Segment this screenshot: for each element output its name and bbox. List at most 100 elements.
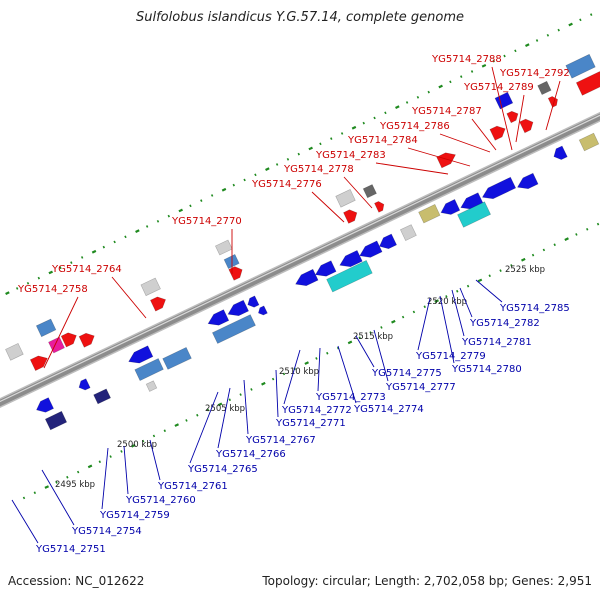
forward-gene [565,53,596,79]
scale-tick-lower [152,434,156,438]
accession-text: Accession: NC_012622 [8,574,145,588]
reverse-label-leader [459,287,473,318]
reverse-label-leader [217,387,231,449]
scale-tick-upper [48,270,54,275]
scale-tick-lower [542,248,546,252]
forward-gene-label: YG5714_2788 [431,54,502,65]
reverse-gene [258,305,268,316]
reverse-gene [379,233,398,250]
scale-tick-upper [427,90,430,94]
scale-tick-upper [80,256,84,259]
reverse-label-leader [373,329,389,382]
scale-tick-upper [579,18,582,22]
forward-gene [506,110,519,124]
scale-tick-lower [531,253,535,257]
scale-tick-upper [568,22,573,27]
reverse-gene-label: YG5714_2761 [157,481,228,492]
forward-gene [29,355,48,372]
forward-gene [494,91,514,110]
scale-tick-lower [347,340,353,345]
reverse-gene [578,132,600,152]
scale-tick-lower [510,264,513,267]
scale-tick-upper [590,13,593,16]
forward-gene [436,152,456,169]
forward-gene [60,332,77,348]
scale-tick-upper [70,261,73,264]
forward-gene [489,125,506,141]
forward-gene-label: YG5714_2764 [51,264,122,275]
scale-tick-lower [380,326,383,329]
scale-tick-lower [488,274,491,278]
scale-tick-lower [239,393,242,396]
forward-label-leader [311,191,345,223]
reverse-gene-label: YG5714_2751 [35,544,106,555]
scale-tick-upper [438,84,443,89]
scale-tick-lower [228,398,231,402]
reverse-label-leader [475,279,503,303]
genome-summary-text: Topology: circular; Length: 2,702,058 bp… [262,574,592,588]
scale-tick-lower [250,388,253,391]
scale-tick-upper [384,111,387,115]
reverse-gene-label: YG5714_2773 [315,392,386,403]
scale-tick-upper [265,167,270,171]
scale-tick-upper [124,235,127,239]
scale-tick-lower [499,269,502,272]
scale-tick-lower [76,470,80,474]
scale-tick-upper [460,75,463,78]
reverse-gene [44,410,68,431]
reverse-gene [134,358,164,382]
reverse-gene-label: YG5714_2772 [281,405,352,416]
scale-label: 2515 kbp [353,332,393,342]
scale-tick-upper [15,287,19,290]
reverse-gene [145,380,158,392]
scale-tick-lower [98,460,102,464]
reverse-gene [481,176,517,200]
reverse-label-leader [41,469,75,526]
forward-gene [149,296,166,312]
scale-tick-upper [546,33,550,37]
scale-tick-lower [596,222,600,226]
scale-tick-lower [412,310,416,314]
forward-gene-label: YG5714_2778 [283,164,354,175]
reverse-gene-label: YG5714_2779 [415,351,486,362]
forward-gene-label: YG5714_2784 [347,135,418,146]
scale-tick-lower [261,381,266,386]
scale-tick-upper [492,59,495,63]
scale-tick-upper [254,173,257,177]
reverse-gene [315,260,337,277]
reverse-gene-label: YG5714_2765 [187,464,258,475]
scale-tick-lower [391,319,396,324]
reverse-gene-label: YG5714_2774 [353,404,424,415]
scale-tick-upper [232,183,235,187]
scale-tick-upper [102,245,106,249]
scale-tick-lower [109,455,112,458]
scale-tick-lower [564,237,569,241]
scale-tick-lower [141,439,145,443]
scale-tick-upper [26,281,30,285]
scale-tick-upper [395,105,400,109]
forward-gene-label: YG5714_2787 [411,106,482,117]
reverse-gene [517,172,539,190]
reverse-label-leader [123,445,129,495]
scale-tick-lower [358,336,361,340]
reverse-gene [457,201,491,228]
scale-tick-lower [456,289,459,293]
reverse-label-leader [189,391,219,464]
forward-gene [575,71,600,96]
scale-label: 2510 kbp [279,367,319,377]
scale-label: 2505 kbp [205,404,245,414]
forward-label-leader [515,94,525,143]
scale-tick-lower [66,475,69,479]
reverse-gene [247,295,260,308]
scale-tick-lower [206,408,210,412]
reverse-gene [162,347,192,370]
reverse-gene-label: YG5714_2782 [469,318,540,329]
reverse-label-leader [283,349,301,405]
forward-label-leader [439,133,491,153]
scale-tick-upper [330,137,333,140]
reverse-label-leader [451,289,465,337]
scale-tick-lower [326,351,329,355]
forward-label-leader [491,66,513,151]
forward-gene [214,239,233,256]
scale-tick-lower [55,481,58,484]
